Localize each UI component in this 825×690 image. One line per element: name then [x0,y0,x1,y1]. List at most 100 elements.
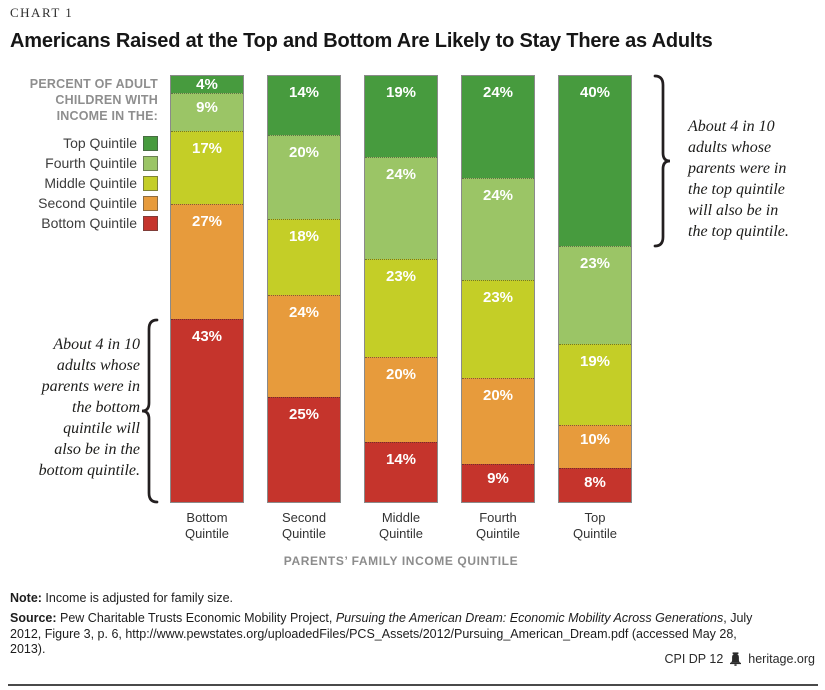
segment-value-label: 20% [288,144,320,162]
bar-segment: 17% [171,131,243,204]
bar-segment: 23% [365,259,437,358]
bar-segment: 24% [462,178,534,281]
x-tick-label: Bottom Quintile [184,510,230,541]
segment-value-label: 19% [385,84,417,101]
source-text-pre: Pew Charitable Trusts Economic Mobility … [56,611,336,625]
legend-items: Top Quintile Fourth Quintile Middle Quinti… [8,133,158,233]
segment-value-label: 20% [385,366,417,384]
segment-value-label: 24% [482,187,514,205]
legend-item: Bottom Quintile [8,213,158,233]
legend-item-label: Top Quintile [63,135,137,151]
segment-value-label: 14% [385,451,417,469]
segment-value-label: 19% [579,353,611,371]
source-title-italic: Pursuing the American Dream: Economic Mo… [335,611,724,625]
bar-segment: 40% [559,76,631,247]
segment-value-label: 23% [482,289,514,307]
bar-segment: 25% [268,396,340,502]
x-axis-title: PARENTS’ FAMILY INCOME QUINTILE [283,554,519,568]
bar-segment: 14% [365,442,437,502]
segment-value-label: 43% [191,327,223,345]
source-text-post: , July 2012, Figure 3, p. 6, http://www.… [10,611,753,656]
stacked-bar: 19% 24% 23% 20% 14% [364,75,438,503]
bar-segment: 9% [171,93,243,132]
legend-header: PERCENT OF ADULT CHILDREN WITH INCOME IN… [29,77,158,123]
segment-value-label: 25% [288,405,320,423]
segment-value-label: 24% [288,304,320,322]
bar-segment: 24% [268,295,340,397]
x-tick-label: Middle Quintile [378,510,424,541]
legend-swatch [143,175,158,191]
stacked-bar: 24% 24% 23% 20% 9% [461,75,535,503]
x-tick-label: Second Quintile [281,510,327,541]
annotation-top-quintile: About 4 in 10 adults whose parents were … [688,118,789,240]
legend-swatch [143,135,158,151]
stacked-bar: 4% 9% 17% 27% 43% [170,75,244,503]
segment-value-label: 17% [191,140,223,158]
right-brace [653,74,671,248]
note-label: Note: [10,591,42,605]
segment-value-label: 20% [482,387,514,405]
bar-segment: 19% [365,76,437,157]
bottom-rule [8,684,818,686]
bar-segment: 23% [462,280,534,379]
footnote: Note: Income is adjusted for family size… [10,591,233,605]
bar-segment: 14% [268,76,340,136]
annotation-bottom-quintile: About 4 in 10 adults whose parents were … [38,336,140,479]
segment-value-label: 9% [196,99,218,117]
segment-value-label: 23% [579,255,611,273]
segment-value-label: 24% [385,165,417,183]
segment-value-label: 9% [487,469,509,487]
source-note: Source: Pew Charitable Trusts Economic M… [10,611,772,658]
stacked-bar: 40% 23% 19% 10% 8% [558,75,632,503]
legend-item-label: Second Quintile [38,195,137,211]
legend-item: Top Quintile [8,133,158,153]
bar-segment: 24% [365,156,437,260]
brand-domain: heritage.org [748,652,815,666]
bar-segment: 9% [462,463,534,503]
bar-segment: 4% [171,76,243,94]
bar-segment: 23% [559,246,631,345]
legend-item-label: Bottom Quintile [41,215,137,231]
left-brace [141,318,159,504]
segment-value-label: 10% [579,431,611,449]
legend: PERCENT OF ADULT CHILDREN WITH INCOME IN… [8,76,158,233]
legend-swatch [143,155,158,171]
bar-segment: 24% [462,76,534,179]
liberty-bell-icon [730,652,742,666]
legend-item: Second Quintile [8,193,158,213]
legend-item: Fourth Quintile [8,153,158,173]
bar-segment: 18% [268,219,340,296]
bar-segment: 10% [559,425,631,468]
bar-segment: 27% [171,203,243,319]
segment-value-label: 18% [288,228,320,246]
bar-segment: 43% [171,318,243,502]
segment-value-label: 40% [579,84,611,101]
legend-item-label: Middle Quintile [44,175,137,191]
legend-swatch [143,195,158,211]
source-label: Source: [10,611,57,625]
legend-item: Middle Quintile [8,173,158,193]
note-text: Income is adjusted for family size. [41,591,233,605]
x-tick-label: Fourth Quintile [475,510,521,541]
segment-value-label: 14% [288,84,320,101]
segment-value-label: 24% [482,84,514,101]
page-title: Americans Raised at the Top and Bottom A… [10,30,713,52]
segment-value-label: 4% [196,76,218,93]
bar-segment: 20% [462,378,534,464]
bar-segment: 20% [268,135,340,220]
legend-item-label: Fourth Quintile [45,155,137,171]
chart-code: CPI DP 12 [664,652,724,666]
segment-value-label: 8% [584,473,606,491]
legend-swatch [143,215,158,231]
bar-segment: 8% [559,467,631,502]
segment-value-label: 23% [385,268,417,286]
footer-brand: CPI DP 12 heritage.org [664,652,815,666]
stacked-bar: 14% 20% 18% 24% 25% [267,75,341,503]
segment-value-label: 27% [191,212,223,230]
bar-segment: 19% [559,344,631,426]
x-tick-label: Top Quintile [572,510,618,541]
chart-kicker: CHART 1 [10,5,74,20]
bar-segment: 20% [365,357,437,443]
